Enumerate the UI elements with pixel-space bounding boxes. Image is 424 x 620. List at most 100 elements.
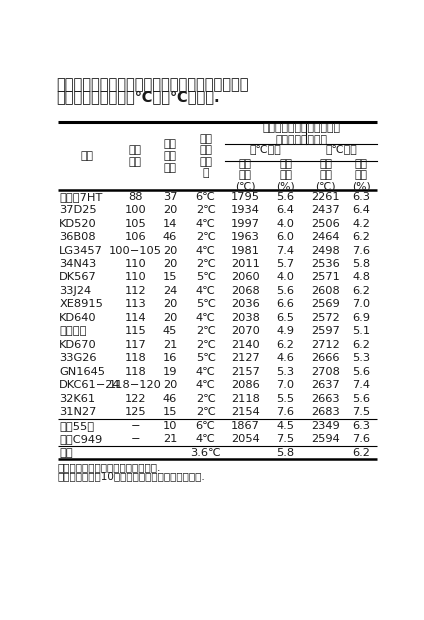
Text: 5℃: 5℃: [195, 299, 216, 309]
Text: DK567: DK567: [59, 272, 97, 283]
Text: 2℃: 2℃: [196, 259, 216, 269]
Text: 4℃: 4℃: [196, 219, 216, 229]
Text: ４℃基準: ４℃基準: [249, 144, 281, 154]
Text: 4.6: 4.6: [276, 353, 294, 363]
Text: 20: 20: [163, 313, 177, 323]
Text: 試験
デー
タ数: 試験 デー タ数: [164, 140, 176, 172]
Text: 6.2: 6.2: [352, 340, 371, 350]
Text: 試験データ数が10未満の品種は解析から除外した.: 試験データ数が10未満の品種は解析から除外した.: [58, 471, 205, 481]
Text: 2011: 2011: [231, 259, 259, 269]
Text: 118−120: 118−120: [109, 380, 162, 390]
Text: KD520: KD520: [59, 219, 97, 229]
Text: センリア: センリア: [59, 326, 86, 337]
Text: 2℃: 2℃: [196, 340, 216, 350]
Text: 5℃: 5℃: [195, 353, 216, 363]
Text: XE8915: XE8915: [59, 299, 103, 309]
Text: 2068: 2068: [231, 286, 259, 296]
Text: −: −: [131, 421, 140, 431]
Text: 1934: 1934: [231, 205, 259, 215]
Text: 88: 88: [128, 192, 142, 202]
Text: 2683: 2683: [311, 407, 340, 417]
Text: 平均: 平均: [59, 448, 73, 458]
Text: 2437: 2437: [311, 205, 340, 215]
Text: KD640: KD640: [59, 313, 97, 323]
Text: 4℃: 4℃: [196, 313, 216, 323]
Text: 変動
係数
(%): 変動 係数 (%): [352, 159, 371, 192]
Text: 5.3: 5.3: [276, 367, 295, 377]
Text: 4.2: 4.2: [352, 219, 371, 229]
Text: GN1645: GN1645: [59, 367, 105, 377]
Text: 6℃: 6℃: [196, 421, 216, 431]
Text: 33G26: 33G26: [59, 353, 97, 363]
Text: ＊変動係数が最小となった基準温度.: ＊変動係数が最小となった基準温度.: [58, 463, 161, 472]
Text: 117: 117: [124, 340, 146, 350]
Text: 最適
基準
温度
＊: 最適 基準 温度 ＊: [199, 134, 212, 179]
Text: 100: 100: [124, 205, 146, 215]
Text: 32K61: 32K61: [59, 394, 95, 404]
Text: 4.5: 4.5: [276, 421, 295, 431]
Text: 2℃: 2℃: [196, 407, 216, 417]
Text: 6.0: 6.0: [276, 232, 295, 242]
Text: 5.7: 5.7: [276, 259, 295, 269]
Text: 21: 21: [163, 340, 177, 350]
Text: 15: 15: [163, 407, 177, 417]
Text: 37: 37: [163, 192, 177, 202]
Text: 34N43: 34N43: [59, 259, 96, 269]
Text: 16: 16: [163, 353, 177, 363]
Text: 4.8: 4.8: [352, 272, 371, 283]
Text: 6.9: 6.9: [352, 313, 371, 323]
Text: 2℃: 2℃: [196, 394, 216, 404]
Text: 6.4: 6.4: [352, 205, 371, 215]
Text: 播種〜黄熟期の有効積算気
温とその変動係数: 播種〜黄熟期の有効積算気 温とその変動係数: [262, 123, 340, 145]
Text: 長交C949: 長交C949: [59, 434, 103, 444]
Text: 5.8: 5.8: [276, 448, 295, 458]
Text: 1867: 1867: [231, 421, 259, 431]
Text: 2261: 2261: [312, 192, 340, 202]
Text: 6.2: 6.2: [276, 340, 294, 350]
Text: 105: 105: [124, 219, 146, 229]
Text: 114: 114: [124, 313, 146, 323]
Text: 4℃: 4℃: [196, 246, 216, 255]
Text: −: −: [131, 434, 140, 444]
Text: 品種: 品種: [81, 151, 94, 161]
Text: 46: 46: [163, 394, 177, 404]
Text: 2070: 2070: [231, 326, 259, 337]
Text: 20: 20: [163, 380, 177, 390]
Text: 7.0: 7.0: [352, 299, 371, 309]
Text: 6.5: 6.5: [276, 313, 295, 323]
Text: 7.5: 7.5: [352, 407, 371, 417]
Text: 125: 125: [124, 407, 146, 417]
Text: 6.6: 6.6: [276, 299, 294, 309]
Text: 20: 20: [163, 299, 177, 309]
Text: 100−105: 100−105: [109, 246, 162, 255]
Text: 2060: 2060: [231, 272, 259, 283]
Text: 20: 20: [163, 246, 177, 255]
Text: の有効積算気温（４℃、０℃抜粋）.: の有効積算気温（４℃、０℃抜粋）.: [56, 89, 220, 104]
Text: 5℃: 5℃: [195, 272, 216, 283]
Text: 6.3: 6.3: [352, 421, 371, 431]
Text: 5.1: 5.1: [352, 326, 371, 337]
Text: 14: 14: [163, 219, 177, 229]
Text: 2572: 2572: [311, 313, 340, 323]
Text: 6.2: 6.2: [352, 448, 371, 458]
Text: 2663: 2663: [312, 394, 340, 404]
Text: 北产55号: 北产55号: [59, 421, 94, 431]
Text: 4.0: 4.0: [276, 219, 295, 229]
Text: 122: 122: [124, 394, 146, 404]
Text: 2498: 2498: [311, 246, 340, 255]
Text: 2038: 2038: [231, 313, 259, 323]
Text: 36B08: 36B08: [59, 232, 96, 242]
Text: 10: 10: [163, 421, 177, 431]
Text: 2036: 2036: [231, 299, 259, 309]
Text: 7.5: 7.5: [276, 434, 295, 444]
Text: LG3457: LG3457: [59, 246, 103, 255]
Text: 5.5: 5.5: [276, 394, 295, 404]
Text: 相対
熟度: 相対 熟度: [128, 145, 142, 167]
Text: 2118: 2118: [231, 394, 259, 404]
Text: 2536: 2536: [311, 259, 340, 269]
Text: 45: 45: [163, 326, 177, 337]
Text: 15: 15: [163, 272, 177, 283]
Text: 1981: 1981: [231, 246, 259, 255]
Text: 4.0: 4.0: [276, 272, 295, 283]
Text: 6.4: 6.4: [276, 205, 294, 215]
